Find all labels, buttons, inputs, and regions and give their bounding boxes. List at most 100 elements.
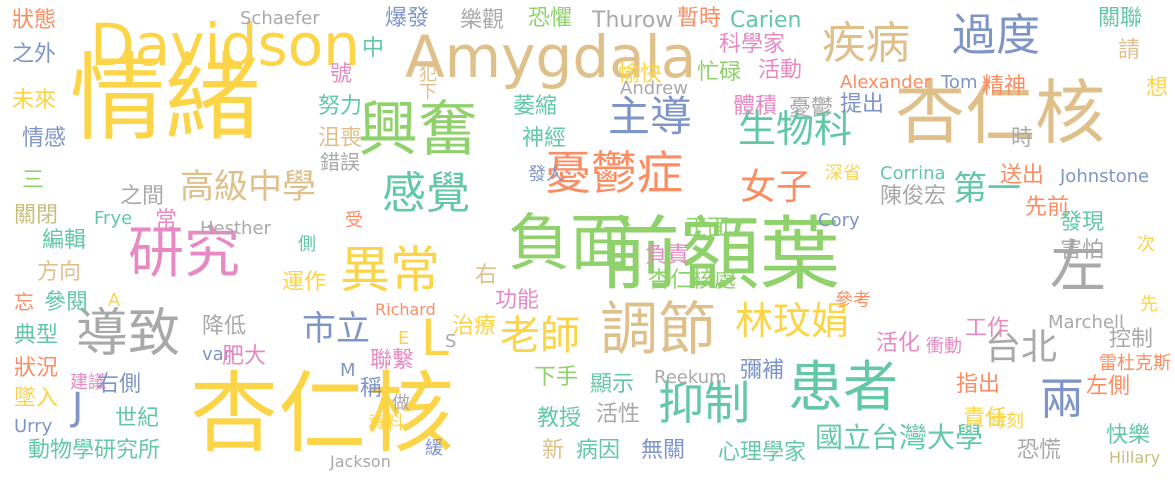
cloud-word-35: 未來 (12, 90, 56, 112)
cloud-word-97: 負責 (645, 245, 689, 267)
cloud-word-91-hesther: Hesther (200, 220, 271, 238)
cloud-word-111-e: E (398, 330, 409, 348)
cloud-word-24: 老師 (500, 316, 580, 356)
cloud-word-34: 之外 (12, 44, 56, 66)
cloud-word-72: 體積 (733, 96, 777, 118)
cloud-word-113: 活化 (876, 333, 920, 355)
cloud-word-66-andrew: Andrew (620, 80, 688, 98)
cloud-word-69: 精神 (982, 76, 1026, 98)
cloud-word-93-cory: Cory (818, 212, 860, 230)
cloud-word-18: 疾病 (822, 22, 910, 66)
cloud-word-40: 方向 (37, 262, 81, 284)
cloud-word-107: 治療 (452, 316, 496, 338)
cloud-word-128: 世紀 (115, 408, 159, 430)
cloud-word-48: 動物學研究所 (28, 440, 160, 462)
cloud-word-135: 快樂 (1106, 425, 1150, 447)
cloud-word-129: 做 (392, 395, 410, 413)
cloud-word-36: 情感 (22, 128, 66, 150)
cloud-word-88-frye: Frye (94, 210, 132, 228)
cloud-word-2: 杏仁核 (190, 370, 454, 458)
cloud-word-73: 憂鬱 (789, 98, 833, 120)
cloud-word-14: 異常 (340, 245, 440, 295)
cloud-word-8: 負面 (508, 212, 632, 274)
cloud-word-141: 心理學家 (718, 442, 806, 464)
cloud-word-9: 調節 (600, 300, 716, 358)
cloud-word-118-m: M (340, 362, 356, 380)
cloud-word-104: 功能 (495, 290, 539, 312)
cloud-word-120: 下手 (534, 367, 578, 389)
cloud-word-116: 肥大 (222, 346, 266, 368)
cloud-word-123: 指出 (956, 374, 1000, 396)
cloud-word-32-j: J (72, 388, 83, 426)
cloud-word-126: 顯示 (590, 374, 634, 396)
cloud-word-23: 女子 (740, 170, 812, 206)
cloud-word-50: 爆發 (385, 8, 429, 30)
cloud-word-43: 典型 (14, 325, 58, 347)
cloud-word-122: 彌補 (740, 360, 784, 382)
cloud-word-20: 感覺 (382, 172, 470, 216)
cloud-word-77: 時 (1011, 128, 1033, 150)
cloud-word-67-alexander: Alexander (840, 74, 931, 92)
cloud-word-29: 國立台灣大學 (815, 424, 983, 452)
cloud-word-61: 號 (330, 64, 352, 86)
cloud-word-89: 常 (155, 210, 177, 232)
cloud-word-130: 活性 (596, 404, 640, 426)
cloud-word-92: 正面 (685, 218, 729, 240)
cloud-word-100: 杏仁核處 (648, 270, 736, 292)
cloud-word-106: 降低 (202, 316, 246, 338)
cloud-word-90: 受 (345, 212, 363, 230)
cloud-word-137: 病因 (576, 440, 620, 462)
cloud-word-55-carien: Carien (730, 10, 801, 32)
cloud-word-125: 稱 (360, 378, 382, 400)
cloud-word-98: 運作 (282, 272, 326, 294)
cloud-word-99: 右 (475, 265, 497, 287)
cloud-word-57: 請 (1118, 40, 1140, 62)
cloud-word-37: 三 (22, 170, 44, 192)
cloud-word-103: 先 (1140, 296, 1158, 314)
cloud-word-52: 恐懼 (528, 8, 572, 30)
cloud-word-42: 參閱 (44, 292, 88, 314)
cloud-word-53-thurow: Thurow (592, 10, 673, 32)
cloud-word-108: 工作 (965, 318, 1009, 340)
cloud-word-71: 萎縮 (513, 96, 557, 118)
cloud-word-74: 提出 (840, 94, 884, 116)
cloud-word-110: 控制 (1109, 329, 1153, 351)
cloud-word-28: 兩 (1040, 378, 1084, 422)
cloud-word-41: 忘 (14, 292, 34, 312)
cloud-word-54: 暫時 (677, 8, 721, 30)
cloud-word-25: 林玟娟 (735, 302, 849, 340)
cloud-word-60: 中 (362, 38, 384, 60)
cloud-word-59: 科學家 (719, 34, 785, 56)
cloud-word-68-tom: Tom (941, 74, 977, 92)
cloud-word-114: 衝動 (926, 338, 962, 356)
cloud-word-62: 犯下 (417, 64, 435, 100)
cloud-word-38: 關閉 (14, 205, 58, 227)
cloud-word-139-jackson: Jackson (330, 454, 391, 470)
cloud-word-79: 發人 (528, 166, 564, 184)
cloud-word-117: 雷杜克斯 (1099, 355, 1171, 373)
cloud-word-82: 送出 (1000, 165, 1044, 187)
cloud-word-49-schaefer: Schaefer (240, 10, 320, 28)
cloud-word-64: 活動 (758, 60, 802, 82)
cloud-word-85: 陳俊宏 (880, 186, 946, 208)
cloud-word-136: 新 (542, 440, 564, 462)
cloud-word-44: 狀況 (14, 358, 58, 380)
cloud-word-10: 患者 (788, 360, 898, 415)
cloud-word-140: 無關 (641, 440, 685, 462)
cloud-word-17: 過度 (952, 14, 1040, 58)
cloud-word-39: 編輯 (42, 230, 86, 252)
cloud-word-56: 關聯 (1098, 8, 1142, 30)
cloud-word-81-corrina: Corrina (880, 165, 946, 183)
cloud-word-76: 神經 (522, 128, 566, 150)
cloud-word-70: 努力 (318, 96, 362, 118)
cloud-word-13: 導致 (76, 308, 180, 360)
cloud-word-51: 樂觀 (460, 10, 504, 32)
cloud-word-95: 側 (298, 236, 316, 254)
cloud-word-33: 狀態 (12, 10, 56, 32)
cloud-word-96: 次 (1137, 236, 1155, 254)
cloud-word-78: 錯誤 (320, 152, 360, 172)
cloud-word-133: 資料 (368, 415, 404, 433)
cloud-word-47-urry: Urry (14, 418, 52, 436)
cloud-word-112-s: S (445, 333, 456, 351)
